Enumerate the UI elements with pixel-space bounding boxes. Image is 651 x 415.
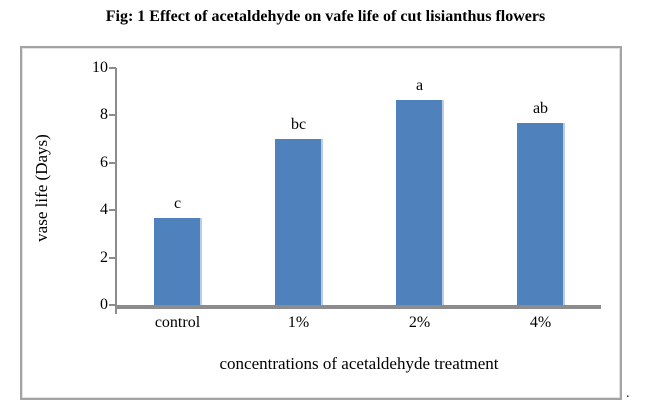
y-axis-title: vase life (Days)	[32, 134, 51, 242]
bar-significance-label: bc	[290, 116, 307, 133]
y-tick-label: 8	[100, 106, 108, 124]
y-tick-label: 6	[100, 153, 108, 171]
x-tick-label: 4%	[529, 314, 552, 331]
x-tick-label: 2%	[408, 314, 431, 331]
bar-control	[153, 218, 202, 305]
x-axis-title: concentrations of acetaldehyde treatment	[219, 354, 499, 373]
figure-title: Fig: 1 Effect of acetaldehyde on vafe li…	[105, 8, 546, 25]
bar-significance-label: a	[415, 77, 424, 94]
x-axis-line	[115, 305, 601, 309]
bar-4%	[516, 123, 565, 305]
x-tick-label: control	[154, 314, 201, 331]
bar-significance-label: ab	[532, 100, 549, 117]
y-tick-mark	[109, 67, 116, 69]
x-tick-label: 1%	[287, 314, 310, 331]
y-tick-label: 4	[100, 201, 108, 219]
bar-2%	[395, 100, 444, 305]
plot-area: vase life (Days) 0 2 4 6 8 10 c bc a ab control 1…	[22, 48, 620, 398]
y-tick-label: 10	[92, 59, 108, 76]
chart-frame: vase life (Days) 0 2 4 6 8 10 c bc a ab control 1…	[20, 46, 622, 400]
trailing-period: .	[626, 386, 630, 401]
y-tick-mark	[109, 161, 116, 164]
y-tick-mark	[109, 114, 116, 117]
y-tick-mark	[109, 304, 116, 306]
y-tick-mark	[109, 209, 116, 212]
bar-1%	[274, 139, 323, 305]
y-axis-line	[115, 68, 117, 309]
y-tick-mark	[109, 256, 116, 259]
y-tick-label: 2	[100, 248, 108, 266]
bar-significance-label: c	[173, 195, 182, 212]
x-axis-origin-tick	[115, 309, 117, 314]
y-tick-label: 0	[100, 296, 108, 313]
